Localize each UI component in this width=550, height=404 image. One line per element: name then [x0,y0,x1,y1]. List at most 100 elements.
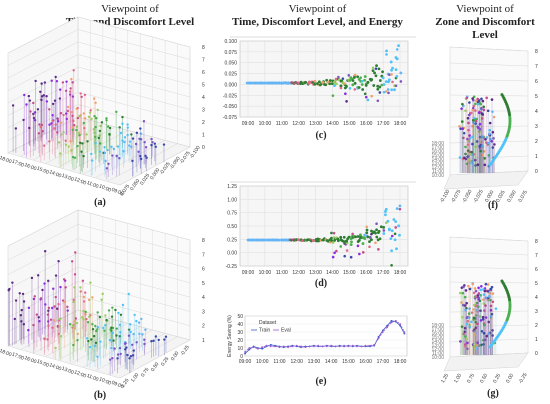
data-point [465,96,469,100]
series-point-train [381,329,384,332]
data-point [353,73,357,77]
data-point [391,80,394,84]
wall-gridline [77,29,191,60]
data-point [480,329,484,333]
data-point [80,316,84,319]
data-point [334,82,338,86]
floor-gridline [32,123,104,161]
data-point [153,142,157,145]
data-point [118,157,121,160]
floor-gridline [107,143,178,182]
data-point [390,229,394,233]
data-point [131,354,135,357]
data-point [470,320,473,324]
middle-column-header: Viewpoint of Time, Discomfort Level, and… [210,3,425,29]
data-point [121,139,124,142]
data-point [365,225,369,229]
data-point [481,99,485,103]
data-point [395,74,399,78]
data-point [50,122,53,125]
x-tick-label: 0.000 [484,189,496,203]
data-point [331,240,335,244]
data-point [72,298,76,302]
data-point [461,315,464,319]
data-point [481,315,485,319]
data-point [87,339,90,343]
data-point [487,332,490,336]
x-tick-label: 14:00 [326,121,339,127]
data-point [306,238,310,242]
floor-gridline [20,120,91,157]
data-point [377,229,381,233]
series-point-eval [364,344,367,347]
data-point [139,132,143,135]
data-point [91,323,94,326]
z-tick-label: 5 [535,281,538,287]
data-point [467,316,471,319]
data-point [94,142,97,145]
plot-area [244,315,408,357]
wall-gridline [77,41,191,73]
data-point [363,92,367,96]
data-point [94,341,98,345]
data-point [370,238,373,242]
data-point [264,238,267,242]
data-point [144,146,148,149]
data-point [464,145,467,149]
data-point [473,303,476,307]
series-point-eval [295,344,298,347]
data-point [492,137,495,140]
data-point [23,93,26,97]
data-point [134,142,138,146]
data-point [462,131,466,135]
data-point [491,292,495,295]
data-point [339,86,343,90]
data-point [464,343,467,346]
wall-gridline [449,281,529,284]
data-point [128,323,132,326]
data-point [32,116,36,120]
x-tick-label: 17:00 [11,159,25,169]
x-tick-label: 18:00 [0,155,13,165]
data-point [14,299,18,302]
floor-gridline [7,309,79,347]
data-point [350,240,353,244]
data-point [284,238,288,242]
data-point [476,322,479,326]
z-tick-label: 0 [202,145,205,151]
z-tick-label: 3 [535,309,538,315]
wall-gridline [7,295,79,332]
data-point [337,75,340,79]
data-point [126,123,129,126]
data-point [371,66,375,70]
data-point [45,100,49,103]
data-point [59,335,63,338]
data-point [98,142,102,145]
data-point [79,286,82,289]
data-point [152,339,155,343]
data-point [56,325,60,328]
data-point [47,324,50,328]
data-point [111,306,114,309]
data-point [108,126,112,130]
series-point-eval [287,346,289,349]
data-point [393,88,396,92]
data-point [54,346,57,350]
data-point [66,105,70,109]
middle-header-line1: Viewpoint of [288,3,347,15]
data-point [72,124,76,127]
data-point [27,94,31,98]
time-tick-label: 13:00 [431,343,444,349]
time-tick-label: 12:00 [431,347,444,353]
wall-gridline [7,238,79,275]
data-point [331,255,335,259]
right-header-line2: Zone and Discomfort Level [435,16,535,41]
data-point [127,328,131,331]
data-point [32,323,35,327]
data-point [118,323,122,327]
y-tick-label: -0.050 [223,104,237,110]
time-tick-label: 17:00 [431,145,444,151]
data-point [53,127,56,130]
data-point [127,144,131,147]
data-point [144,154,147,158]
